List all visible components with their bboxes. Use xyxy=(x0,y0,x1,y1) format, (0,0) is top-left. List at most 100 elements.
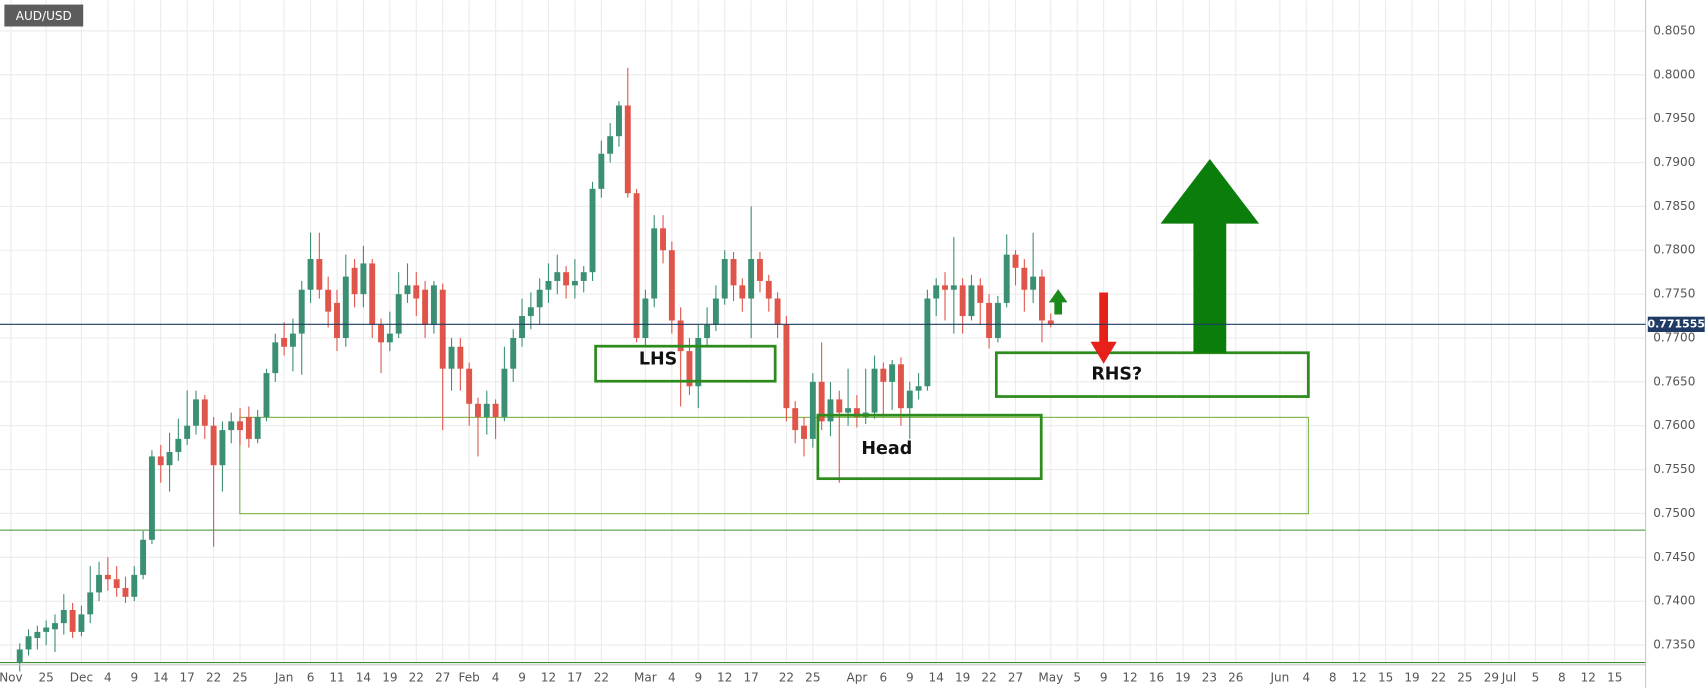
y-tick-label: 0.7400 xyxy=(1653,594,1695,608)
candle-body xyxy=(69,609,76,632)
candle-body xyxy=(122,588,129,597)
candle-body xyxy=(704,324,711,338)
candle-body xyxy=(16,649,23,663)
x-tick-label: 29 xyxy=(1484,670,1499,684)
candle-body xyxy=(439,289,446,369)
candle-body xyxy=(554,272,561,281)
candle-body xyxy=(1038,276,1045,321)
candle-body xyxy=(1012,254,1019,268)
y-tick-label: 0.7350 xyxy=(1653,638,1695,652)
x-tick-label: 22 xyxy=(206,670,221,684)
annotation: LHS xyxy=(639,349,677,369)
candle-body xyxy=(210,425,217,466)
x-tick-label: 14 xyxy=(356,670,371,684)
candle-body xyxy=(924,298,931,387)
candle-body xyxy=(880,368,887,382)
candle-body xyxy=(193,399,199,426)
candle-body xyxy=(827,399,834,422)
x-tick-label: 12 xyxy=(541,670,556,684)
candle-body xyxy=(527,307,534,317)
candle-body xyxy=(175,438,182,453)
x-tick-label: Nov xyxy=(0,670,23,684)
candle-body xyxy=(60,609,67,624)
candle-body xyxy=(25,636,32,650)
x-tick-label: 25 xyxy=(1457,670,1472,684)
candle-body xyxy=(607,136,614,154)
y-tick-label: 0.7550 xyxy=(1653,462,1695,476)
candle-body xyxy=(334,302,340,338)
candle-body xyxy=(237,421,244,431)
candle-body xyxy=(695,337,702,387)
candle-body xyxy=(157,456,164,466)
candle-body xyxy=(113,579,120,589)
candle-body xyxy=(52,623,58,630)
candle-body xyxy=(404,285,411,295)
x-tick-label: 17 xyxy=(743,670,758,684)
candle-body xyxy=(219,430,226,466)
rhs-box xyxy=(994,351,1310,398)
candle-body xyxy=(774,298,781,325)
candle-body xyxy=(739,285,746,299)
x-tick-label: 16 xyxy=(1149,670,1164,684)
candle-body xyxy=(792,408,799,431)
candle-body xyxy=(994,302,1001,338)
candle-body xyxy=(730,259,737,286)
x-tick-label: 19 xyxy=(382,670,397,684)
annotation: Head xyxy=(861,439,912,459)
x-tick-label: 19 xyxy=(955,670,970,684)
candle-body xyxy=(563,272,570,286)
symbol-badge xyxy=(4,4,84,27)
x-tick-label: 17 xyxy=(180,670,195,684)
candle-body xyxy=(783,324,790,409)
candle-body xyxy=(272,342,279,374)
candle-body xyxy=(933,285,940,299)
candle-body xyxy=(721,259,728,299)
candle-body xyxy=(571,280,578,286)
x-tick-label: 4 xyxy=(1302,670,1310,684)
candle-body xyxy=(986,302,993,338)
candle-body xyxy=(712,298,719,325)
y-tick-label: 0.8050 xyxy=(1653,23,1695,37)
x-tick-label: 23 xyxy=(1202,670,1217,684)
x-tick-label: 5 xyxy=(1532,670,1540,684)
candle-body xyxy=(845,408,852,413)
candle-body xyxy=(281,337,288,347)
candle-body xyxy=(977,285,984,303)
y-tick-label: 0.7850 xyxy=(1653,199,1695,213)
candle-body xyxy=(968,285,975,317)
candle-body xyxy=(898,364,904,409)
candle-body xyxy=(906,390,913,409)
candle-body xyxy=(34,631,41,639)
candle-body xyxy=(104,574,111,580)
up-arrow xyxy=(1048,289,1068,315)
candle-body xyxy=(325,289,332,312)
candle-body xyxy=(545,280,552,290)
candle-body xyxy=(43,627,50,632)
x-tick-label: 14 xyxy=(929,670,944,684)
candle-body xyxy=(510,337,517,369)
candle-body xyxy=(536,289,543,308)
x-tick-label: 22 xyxy=(1431,670,1446,684)
candle-body xyxy=(87,592,94,615)
candle-body xyxy=(289,333,296,347)
up-arrow xyxy=(1160,158,1260,353)
y-tick-label: 0.7450 xyxy=(1653,550,1695,564)
y-tick-label: 0.7600 xyxy=(1653,418,1695,432)
candle-body xyxy=(915,386,922,391)
x-tick-label: Jul xyxy=(1501,670,1517,684)
candle-body xyxy=(342,276,349,338)
x-tick-label: 27 xyxy=(1008,670,1023,684)
x-tick-label: 6 xyxy=(307,670,315,684)
x-tick-label: 22 xyxy=(981,670,996,684)
candle-body xyxy=(959,285,966,317)
x-tick-label: 27 xyxy=(435,670,450,684)
candle-body xyxy=(651,228,658,299)
candle-body xyxy=(316,259,323,290)
y-tick-label: 0.7800 xyxy=(1653,243,1695,257)
y-tick-label: 0.8000 xyxy=(1653,67,1695,81)
candle-body xyxy=(457,346,464,369)
candle-body xyxy=(201,399,208,426)
candle-body xyxy=(642,298,649,338)
x-tick-label: 6 xyxy=(880,670,888,684)
